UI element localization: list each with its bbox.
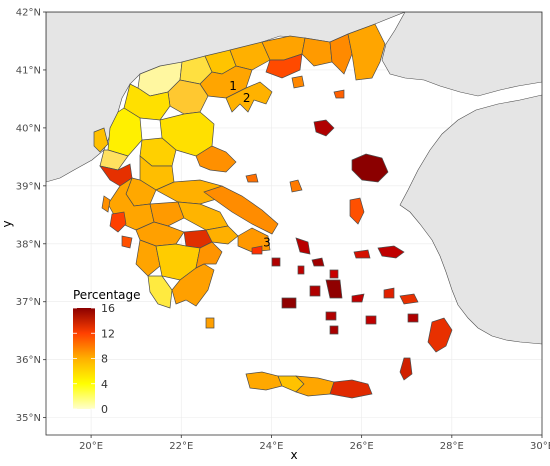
x-tick-label-5: 30°E — [530, 441, 550, 452]
island-thasos — [291, 75, 305, 89]
anatolia-landmass — [399, 94, 542, 345]
region-serres — [229, 41, 271, 71]
island-amorgos — [351, 293, 365, 303]
map-label-2: 2 — [243, 91, 251, 105]
region-kavala — [265, 53, 303, 79]
y-axis-title: y — [0, 220, 14, 227]
island-limnos — [313, 119, 335, 137]
island-kos — [399, 293, 419, 305]
island-lefkada — [101, 195, 111, 213]
y-tick-label-3: 38°N — [16, 239, 41, 250]
legend-tick-label-1: 12 — [101, 327, 115, 340]
region-chalkidiki — [225, 81, 273, 113]
island-naxos — [325, 279, 343, 299]
island-samos — [377, 245, 405, 259]
region-ioannina — [107, 107, 143, 157]
region-evros — [347, 23, 386, 81]
island-andros — [295, 237, 311, 255]
island-paros — [309, 285, 321, 297]
island-karpathos — [399, 357, 413, 381]
region-magnesia — [195, 145, 237, 173]
island-kefalonia — [109, 211, 127, 233]
island-astypalaia — [365, 315, 377, 325]
legend: Percentage 16 12 8 4 0 — [73, 288, 141, 416]
y-tick-label-0: 35°N — [16, 413, 41, 424]
y-tick-label-7: 42°N — [16, 8, 41, 19]
y-tick-label-6: 41°N — [16, 65, 41, 76]
x-tick-label-4: 28°E — [440, 441, 464, 452]
legend-colorbar — [73, 308, 95, 409]
y-tick-label-2: 37°N — [16, 297, 41, 308]
island-kalymnos — [383, 287, 395, 299]
island-corfu — [93, 127, 109, 153]
region-laconia — [171, 263, 215, 307]
x-tick-label-2: 24°E — [259, 441, 283, 452]
greece-regions — [93, 23, 453, 399]
panel-border — [45, 11, 543, 436]
map-annotations: 1 2 3 — [229, 79, 270, 249]
region-imathia-pieria — [167, 79, 209, 115]
island-lesvos — [351, 153, 389, 183]
island-ikaria — [353, 249, 371, 259]
legend-tick-label-0: 16 — [101, 302, 115, 315]
legend-ticks: 16 12 8 4 0 — [73, 302, 115, 416]
region-rodopi — [329, 33, 353, 75]
turkey-thrace-landmass — [381, 12, 542, 97]
island-rhodes — [427, 317, 453, 353]
island-syros — [297, 265, 305, 275]
legend-tick-label-4: 0 — [101, 403, 108, 416]
island-chios — [349, 197, 365, 225]
island-samothrace — [333, 89, 345, 99]
island-zakynthos — [121, 235, 133, 249]
x-tick-label-1: 22°E — [169, 441, 193, 452]
map-label-3: 3 — [263, 236, 271, 250]
island-skiathos — [245, 173, 259, 183]
y-tick-label-5: 40°N — [16, 123, 41, 134]
legend-title: Percentage — [73, 288, 141, 302]
region-ilia — [135, 239, 161, 277]
island-kea — [271, 257, 281, 267]
island-nisyros-tilos — [407, 313, 419, 323]
region-evia — [203, 185, 279, 235]
x-tick-label-0: 20°E — [79, 441, 103, 452]
y-axis: 35°N 36°N 37°N 38°N 39°N 40°N 41°N 42°N — [16, 8, 46, 424]
region-lasithi — [329, 379, 373, 399]
legend-tick-label-3: 4 — [101, 378, 108, 391]
region-xanthi — [301, 37, 333, 67]
y-tick-label-4: 39°N — [16, 181, 41, 192]
region-thessaloniki — [199, 65, 253, 99]
region-messinia — [147, 275, 173, 309]
island-skyros — [289, 179, 303, 193]
legend-tick-label-2: 8 — [101, 353, 108, 366]
island-ios — [325, 311, 337, 321]
x-axis: 20°E 22°E 24°E 26°E 28°E 30°E — [79, 435, 550, 452]
island-santorini — [329, 325, 339, 335]
island-kythira — [205, 317, 215, 329]
x-tick-label-3: 26°E — [350, 441, 374, 452]
island-milos — [281, 297, 297, 309]
island-mykonos — [329, 269, 339, 279]
island-aegina — [251, 245, 263, 255]
region-fokida — [149, 201, 185, 227]
map-label-1: 1 — [229, 79, 237, 93]
island-tinos — [311, 257, 325, 267]
y-tick-label-1: 36°N — [16, 355, 41, 366]
region-heraklion — [295, 375, 335, 397]
x-axis-title: x — [290, 448, 297, 462]
